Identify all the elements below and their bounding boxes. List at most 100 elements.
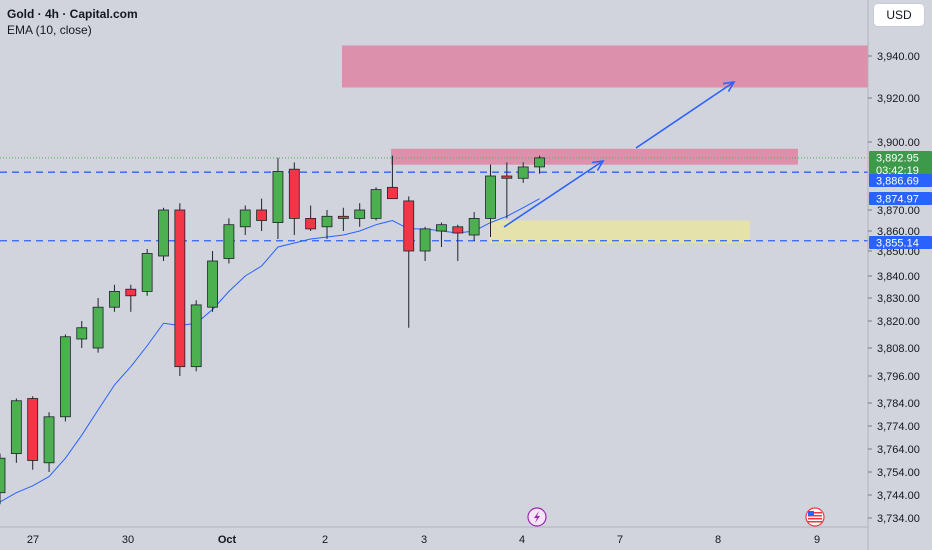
levels-layer <box>0 157 868 242</box>
y-tick-label: 3,754.00 <box>877 467 920 479</box>
bull-candle-body <box>419 228 431 252</box>
trend-arrow[interactable] <box>635 80 736 149</box>
bull-candle-body <box>76 327 88 340</box>
candle[interactable] <box>517 162 529 183</box>
candle[interactable] <box>27 396 39 470</box>
ema-line[interactable] <box>0 198 540 503</box>
y-tick-label: 3,764.00 <box>877 444 920 456</box>
x-tick-label: 3 <box>421 534 427 546</box>
candle[interactable] <box>468 212 480 241</box>
bull-candle-body <box>10 400 22 454</box>
bull-candle-body <box>517 166 529 179</box>
flag-stripe <box>808 521 822 523</box>
flag-canton <box>808 511 814 516</box>
candle[interactable] <box>0 453 6 505</box>
candle[interactable] <box>158 207 169 261</box>
candle[interactable] <box>485 164 496 237</box>
candle[interactable] <box>403 196 415 328</box>
candle[interactable] <box>370 187 382 221</box>
time-axis[interactable]: 27 30 Oct 2 3 4 7 8 9 <box>27 534 820 546</box>
arrow-shaft <box>503 160 604 228</box>
arrow-head <box>722 80 736 92</box>
bear-candle-body <box>256 209 268 221</box>
bear-candle-body <box>27 398 39 461</box>
candle[interactable] <box>223 218 235 264</box>
candle[interactable] <box>43 412 55 472</box>
currency-button[interactable]: USD <box>874 4 924 26</box>
candle[interactable] <box>141 249 153 296</box>
flag-stripe <box>808 515 822 517</box>
event-icons[interactable] <box>527 507 825 527</box>
candle[interactable] <box>92 298 104 353</box>
candle[interactable] <box>239 205 251 235</box>
candle[interactable] <box>321 210 333 239</box>
bull-candle-body <box>272 171 284 223</box>
bull-candle-body <box>534 157 545 168</box>
candle[interactable] <box>109 284 120 312</box>
price-axis[interactable]: 3,940.00 3,920.00 3,900.00 3,870.00 3,860.00… <box>868 51 920 525</box>
x-tick-label: 4 <box>519 534 525 546</box>
bull-candle-body <box>158 209 169 257</box>
ema-price-label: 3,874.97 <box>869 192 932 206</box>
price-label-bg <box>869 151 932 177</box>
y-tick-label: 3,744.00 <box>877 490 920 502</box>
candle[interactable] <box>60 334 71 422</box>
red-zone[interactable] <box>342 45 868 88</box>
bull-candle-body <box>43 416 55 464</box>
candle[interactable] <box>125 284 137 312</box>
candle[interactable] <box>10 398 22 463</box>
bull-candle-body <box>468 217 480 236</box>
bull-candle-body <box>92 306 104 349</box>
bear-candle-body <box>174 209 186 368</box>
lightning-icon[interactable] <box>527 507 547 527</box>
y-tick-label: 3,808.00 <box>877 343 920 355</box>
candle[interactable] <box>501 162 513 219</box>
yellow-zone[interactable] <box>489 220 750 244</box>
price-label-text: 3,874.97 <box>876 194 919 206</box>
candle[interactable] <box>354 203 366 227</box>
x-tick-label: 30 <box>122 534 134 546</box>
candle[interactable] <box>305 205 317 231</box>
candle[interactable] <box>534 155 545 174</box>
candle[interactable] <box>288 162 300 235</box>
candle[interactable] <box>386 155 398 200</box>
flag-icon-circle <box>805 507 825 527</box>
candle[interactable] <box>337 207 349 231</box>
red-zone[interactable] <box>391 148 798 165</box>
candle[interactable] <box>256 198 268 231</box>
candle[interactable] <box>272 157 284 239</box>
bull-candle-body <box>0 457 6 494</box>
indicator-label[interactable]: EMA (10, close) <box>7 23 92 37</box>
candle[interactable] <box>190 300 202 372</box>
bull-candle-body <box>354 209 366 219</box>
us-flag-icon[interactable] <box>805 507 825 527</box>
arrow-head <box>591 159 605 171</box>
level-price-label: 3,886.69 <box>869 174 932 188</box>
y-tick-label: 3,774.00 <box>877 421 920 433</box>
candle[interactable] <box>436 222 447 247</box>
bull-candle-body <box>190 304 202 368</box>
bull-candle-body <box>207 260 218 308</box>
flag-stripe <box>808 512 822 514</box>
x-tick-label: 2 <box>322 534 328 546</box>
bear-candle-body <box>403 200 415 252</box>
price-label-bg <box>869 174 932 187</box>
candles-layer <box>0 155 545 505</box>
candle[interactable] <box>207 251 218 312</box>
y-tick-label: 3,870.00 <box>877 205 920 217</box>
candle[interactable] <box>76 321 88 348</box>
arrows-layer <box>503 80 736 228</box>
bear-candle-body <box>386 186 398 200</box>
candle[interactable] <box>419 226 431 261</box>
candle[interactable] <box>174 203 186 376</box>
candle[interactable] <box>452 224 464 261</box>
bear-candle-body <box>337 215 349 219</box>
symbol-title[interactable]: Gold · 4h · Capital.com <box>7 7 138 21</box>
bull-candle-body <box>223 224 235 259</box>
y-tick-label: 3,734.00 <box>877 513 920 525</box>
trend-arrow[interactable] <box>503 159 605 228</box>
